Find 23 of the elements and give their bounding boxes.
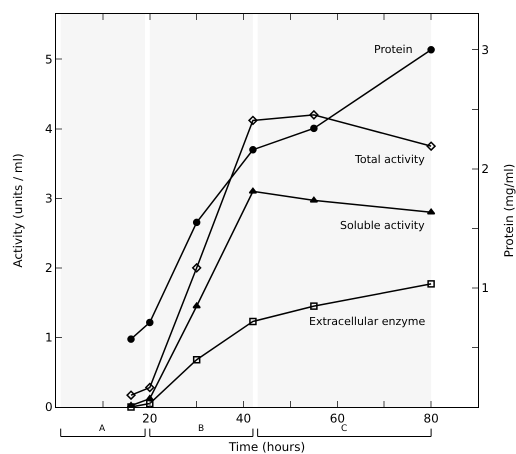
band-label: B — [198, 424, 204, 434]
y-tick-label: 4 — [44, 122, 53, 136]
y2-tick-label: 3 — [481, 42, 490, 57]
y-tick-label: 2 — [44, 261, 53, 276]
x-tick-label: 20 — [142, 411, 158, 426]
y-tick-label: 1 — [44, 330, 53, 345]
x-tick-label: 80 — [423, 411, 439, 426]
x-tick-label: 40 — [236, 411, 252, 426]
y-tick-label: 5 — [44, 52, 53, 66]
series-label: Extracellular enzyme — [309, 315, 426, 328]
series-label: Total activity — [354, 153, 426, 166]
y2-tick-label: 2 — [481, 162, 490, 176]
band-label: C — [341, 424, 348, 434]
y2-tick-label: 1 — [481, 281, 490, 296]
band-label: A — [99, 424, 106, 434]
y-tick-label: 3 — [44, 192, 53, 206]
x-axis-title: Time (hours) — [228, 440, 306, 454]
y-tick-label: 0 — [44, 400, 53, 414]
y2-axis-title: Protein (mg/ml) — [502, 164, 516, 258]
x-tick-label: 60 — [330, 411, 345, 426]
series-label: Protein — [374, 43, 413, 56]
y-axis-title: Activity (units / ml) — [11, 153, 25, 268]
series-label: Soluble activity — [340, 219, 426, 232]
